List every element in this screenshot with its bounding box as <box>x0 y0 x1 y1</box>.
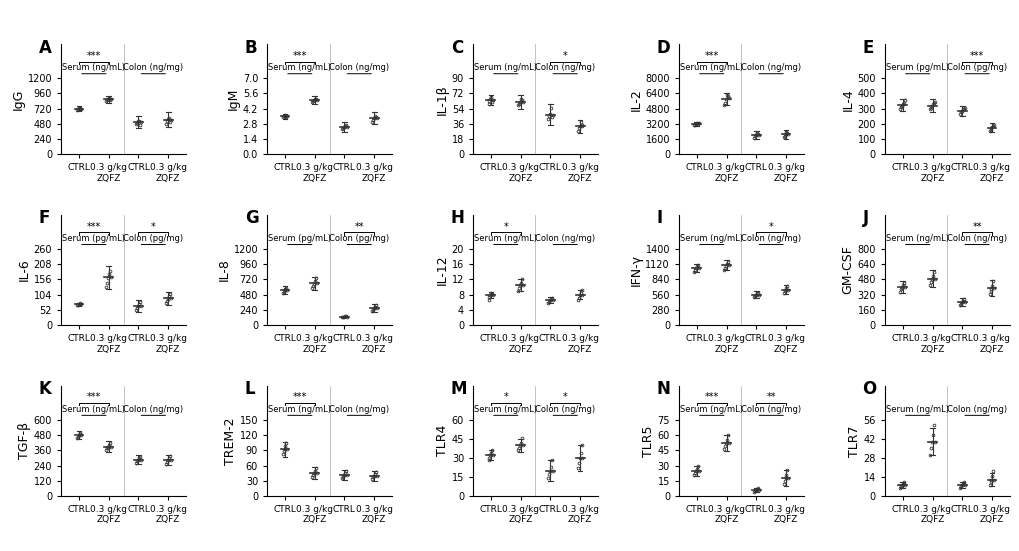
Text: Colon (ng/mg): Colon (ng/mg) <box>329 405 389 414</box>
Text: ***: *** <box>292 51 307 61</box>
Text: ***: *** <box>87 222 101 231</box>
Text: *: * <box>503 392 507 402</box>
Text: *: * <box>151 222 156 231</box>
Text: F: F <box>39 209 50 228</box>
Text: ***: *** <box>969 51 983 61</box>
Text: Serum (ng/mL): Serum (ng/mL) <box>62 63 125 72</box>
Y-axis label: TLR5: TLR5 <box>641 425 654 457</box>
Text: Colon (ng/mg): Colon (ng/mg) <box>535 405 595 414</box>
Text: Colon (ng/mg): Colon (ng/mg) <box>123 63 183 72</box>
Text: O: O <box>862 380 876 398</box>
Text: Colon (ng/mg): Colon (ng/mg) <box>946 234 1006 243</box>
Y-axis label: IgG: IgG <box>12 89 24 110</box>
Text: Serum (ng/mL): Serum (ng/mL) <box>474 234 537 243</box>
Text: Serum (ng/mL): Serum (ng/mL) <box>886 234 949 243</box>
Text: Colon (pg/mg): Colon (pg/mg) <box>946 63 1006 72</box>
Y-axis label: TLR4: TLR4 <box>435 425 448 456</box>
Text: Colon (ng/mg): Colon (ng/mg) <box>535 63 595 72</box>
Text: **: ** <box>765 392 775 402</box>
Text: G: G <box>245 209 258 228</box>
Text: Serum (ng/mL): Serum (ng/mL) <box>680 234 743 243</box>
Text: *: * <box>562 392 567 402</box>
Y-axis label: IFN-γ: IFN-γ <box>629 254 642 286</box>
Text: ***: *** <box>704 392 718 402</box>
Text: ***: *** <box>292 392 307 402</box>
Y-axis label: TLR7: TLR7 <box>847 425 860 457</box>
Text: Serum (ng/mL): Serum (ng/mL) <box>680 405 743 414</box>
Y-axis label: IgM: IgM <box>227 88 239 110</box>
Text: ***: *** <box>87 392 101 402</box>
Text: *: * <box>562 51 567 61</box>
Text: D: D <box>656 39 669 57</box>
Text: Serum (ng/mL): Serum (ng/mL) <box>474 405 537 414</box>
Text: Serum (ng/mL): Serum (ng/mL) <box>62 405 125 414</box>
Y-axis label: IL-2: IL-2 <box>629 88 642 111</box>
Text: **: ** <box>971 222 981 231</box>
Text: Colon (pg/mg): Colon (pg/mg) <box>329 234 389 243</box>
Text: Serum (ng/mL): Serum (ng/mL) <box>886 405 949 414</box>
Text: Colon (ng/mg): Colon (ng/mg) <box>123 405 183 414</box>
Y-axis label: IL-12: IL-12 <box>435 255 448 285</box>
Y-axis label: IL-4: IL-4 <box>841 88 854 111</box>
Y-axis label: IL-8: IL-8 <box>217 258 230 282</box>
Text: Colon (ng/mg): Colon (ng/mg) <box>741 405 801 414</box>
Text: ***: *** <box>87 51 101 61</box>
Y-axis label: GM-CSF: GM-CSF <box>841 246 854 294</box>
Y-axis label: IL-1β: IL-1β <box>435 84 448 115</box>
Y-axis label: TGF-β: TGF-β <box>18 422 31 460</box>
Text: Serum (ng/mL): Serum (ng/mL) <box>268 63 331 72</box>
Text: E: E <box>862 39 873 57</box>
Text: N: N <box>656 380 669 398</box>
Text: Serum (ng/mL): Serum (ng/mL) <box>268 405 331 414</box>
Text: Colon (ng/mg): Colon (ng/mg) <box>741 63 801 72</box>
Text: Colon (ng/mg): Colon (ng/mg) <box>535 234 595 243</box>
Text: Serum (ng/mL): Serum (ng/mL) <box>474 63 537 72</box>
Text: H: H <box>450 209 464 228</box>
Text: Serum (pg/mL): Serum (pg/mL) <box>62 234 125 243</box>
Text: J: J <box>862 209 868 228</box>
Y-axis label: IL-6: IL-6 <box>18 258 31 282</box>
Text: Serum (pg/mL): Serum (pg/mL) <box>268 234 331 243</box>
Text: Colon (pg/mg): Colon (pg/mg) <box>123 234 183 243</box>
Text: K: K <box>39 380 52 398</box>
Text: Serum (pg/mL): Serum (pg/mL) <box>886 63 949 72</box>
Text: *: * <box>503 222 507 231</box>
Text: *: * <box>768 222 772 231</box>
Text: ***: *** <box>704 51 718 61</box>
Text: **: ** <box>355 222 364 231</box>
Text: L: L <box>245 380 255 398</box>
Text: C: C <box>450 39 463 57</box>
Text: A: A <box>39 39 52 57</box>
Y-axis label: TREM-2: TREM-2 <box>223 417 236 464</box>
Text: Serum (ng/mL): Serum (ng/mL) <box>680 63 743 72</box>
Text: B: B <box>245 39 257 57</box>
Text: I: I <box>656 209 662 228</box>
Text: Colon (ng/mg): Colon (ng/mg) <box>329 63 389 72</box>
Text: Colon (ng/mg): Colon (ng/mg) <box>946 405 1006 414</box>
Text: M: M <box>450 380 467 398</box>
Text: Colon (ng/mg): Colon (ng/mg) <box>741 234 801 243</box>
